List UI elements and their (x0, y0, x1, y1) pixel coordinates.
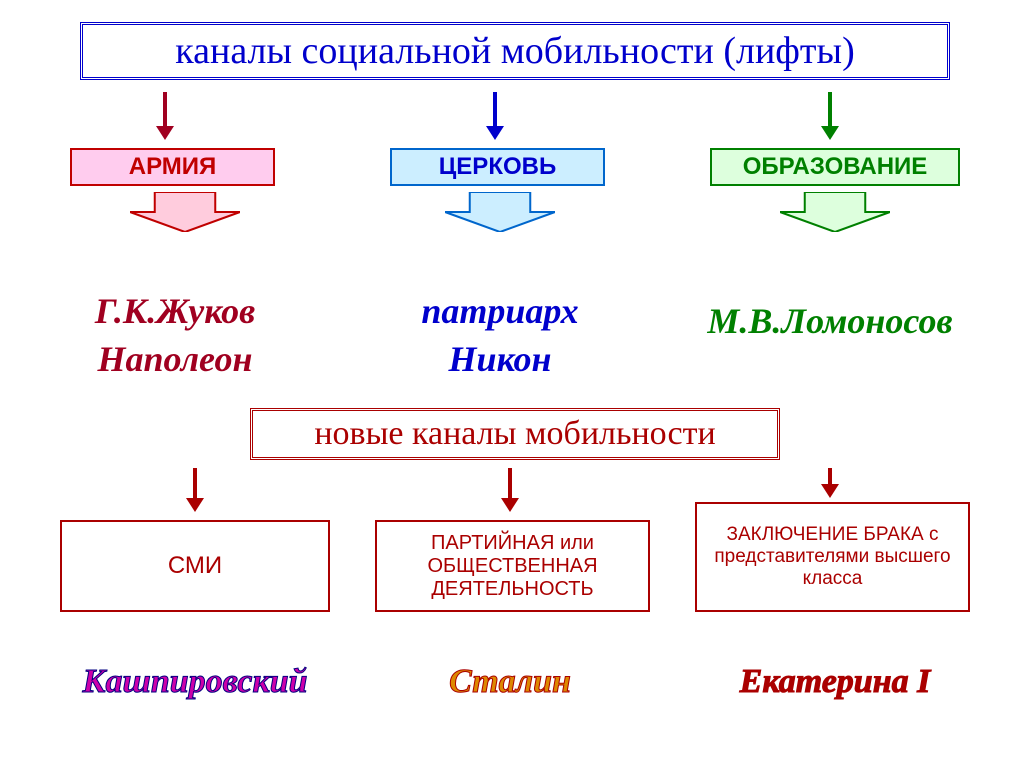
arrow-down-icon (484, 92, 506, 140)
main-title-box: каналы социальной мобильности (лифты) (80, 22, 950, 80)
sub-example-2: Екатерина I (710, 625, 960, 701)
sub-channel-label: ПАРТИЙНАЯ или ОБЩЕСТВЕННАЯ ДЕЯТЕЛЬНОСТЬ (385, 532, 640, 601)
sub-title-box: новые каналы мобильности (250, 408, 780, 460)
sub-channel-box-1: ПАРТИЙНАЯ или ОБЩЕСТВЕННАЯ ДЕЯТЕЛЬНОСТЬ (375, 520, 650, 612)
channel-label: ЦЕРКОВЬ (439, 153, 556, 181)
sub-example-0: Кашпировский (50, 625, 340, 701)
block-arrow-down-icon (445, 192, 555, 232)
channel-label: ОБРАЗОВАНИЕ (743, 153, 928, 181)
main-title-text: каналы социальной мобильности (лифты) (175, 29, 854, 73)
sub-channel-box-0: СМИ (60, 520, 330, 612)
channel-label: АРМИЯ (129, 153, 217, 181)
sub-title-text: новые каналы мобильности (314, 415, 715, 453)
arrow-down-icon (819, 468, 841, 498)
channel-box-0: АРМИЯ (70, 148, 275, 186)
sub-channel-label: ЗАКЛЮЧЕНИЕ БРАКА с представителями высше… (705, 524, 960, 590)
channel-box-2: ОБРАЗОВАНИЕ (710, 148, 960, 186)
block-arrow-down-icon (780, 192, 890, 232)
sub-channel-label: СМИ (168, 552, 222, 580)
arrow-down-icon (499, 468, 521, 512)
arrow-down-icon (154, 92, 176, 140)
block-arrow-down-icon (130, 192, 240, 232)
arrow-down-icon (184, 468, 206, 512)
channel-example-0: Г.К.ЖуковНаполеон (60, 238, 290, 432)
channel-example-1: патриархНикон (380, 238, 620, 432)
arrow-down-icon (819, 92, 841, 140)
sub-example-1: Сталин (400, 625, 620, 701)
sub-channel-box-2: ЗАКЛЮЧЕНИЕ БРАКА с представителями высше… (695, 502, 970, 612)
channel-box-1: ЦЕРКОВЬ (390, 148, 605, 186)
channel-example-2: М.В.Ломоносов (680, 248, 980, 394)
